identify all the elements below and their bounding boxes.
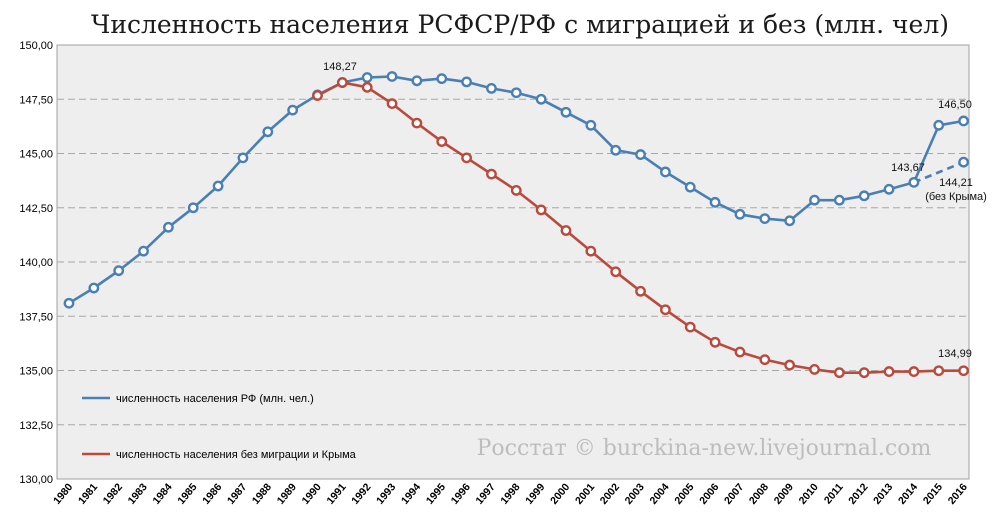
data-point-series-0 bbox=[660, 166, 671, 178]
watermark: Росстат © burckina-new.livejournal.com bbox=[477, 436, 932, 461]
data-point-series-0 bbox=[635, 149, 646, 160]
data-point-series-0 bbox=[610, 144, 622, 156]
chart-title: Численность населения РСФСР/РФ с миграци… bbox=[91, 10, 949, 39]
data-point-series-1 bbox=[361, 81, 373, 93]
data-point-series-0 bbox=[784, 215, 796, 227]
data-point-series-1 bbox=[560, 225, 572, 236]
data-point-series-1 bbox=[684, 321, 696, 333]
y-tick-label: 150,00 bbox=[19, 40, 53, 52]
data-point-series-0 bbox=[63, 297, 75, 309]
data-point-series-0 bbox=[486, 83, 497, 94]
data-point-series-1 bbox=[411, 117, 423, 129]
data-point-series-1 bbox=[709, 336, 721, 348]
data-point-series-1 bbox=[635, 285, 646, 297]
data-point-series-0 bbox=[162, 221, 174, 233]
data-point-series-0 bbox=[436, 73, 448, 85]
data-point-series-1 bbox=[784, 359, 796, 371]
y-tick-label: 132,50 bbox=[19, 420, 53, 432]
y-tick-label: 142,50 bbox=[19, 203, 53, 215]
data-point-series-0 bbox=[858, 190, 870, 202]
data-point-series-0 bbox=[535, 93, 547, 105]
data-point-series-0 bbox=[262, 126, 274, 138]
data-point-series-1 bbox=[759, 354, 771, 366]
data-point-series-1 bbox=[336, 77, 348, 88]
data-point-series-0 bbox=[585, 119, 597, 131]
annotation-2016-without-crimea: 144,21 bbox=[939, 177, 973, 189]
data-point-series-1 bbox=[486, 168, 497, 180]
annotation-2014-population: 143,67 bbox=[891, 162, 925, 174]
data-point-dashed bbox=[958, 156, 969, 168]
data-point-series-1 bbox=[933, 365, 945, 377]
annotation-2016-no-migration: 134,99 bbox=[938, 348, 972, 360]
y-axis-ticks: 130,00 132,50 135,00 137,50 140,00 142,50 145,… bbox=[19, 40, 53, 486]
data-point-series-0 bbox=[212, 180, 224, 192]
data-point-series-0 bbox=[560, 106, 572, 118]
annotation-without-crimea-note: (без Крыма) bbox=[925, 191, 987, 203]
y-tick-label: 140,00 bbox=[19, 257, 53, 269]
legend: численность населения РФ (млн. чел.) чис… bbox=[82, 393, 357, 461]
legend-label-no-migration: численность населения без миграции и Кры… bbox=[116, 449, 357, 461]
data-point-series-1 bbox=[858, 367, 870, 379]
data-point-series-0 bbox=[386, 71, 398, 82]
data-point-series-0 bbox=[411, 75, 423, 87]
data-point-series-1 bbox=[386, 98, 398, 109]
data-point-series-0 bbox=[809, 194, 820, 206]
data-point-series-0 bbox=[138, 245, 149, 257]
data-point-series-0 bbox=[883, 183, 895, 195]
data-point-series-1 bbox=[809, 364, 820, 375]
annotations: 148,27 146,50 143,67 144,21 (без Крыма) … bbox=[323, 61, 987, 360]
series-points bbox=[63, 71, 969, 379]
data-point-series-1 bbox=[660, 304, 671, 316]
y-tick-label: 130,00 bbox=[19, 474, 53, 486]
data-point-series-1 bbox=[833, 367, 845, 379]
data-point-series-0 bbox=[759, 213, 771, 225]
data-point-series-1 bbox=[610, 266, 622, 278]
y-tick-label: 137,50 bbox=[19, 311, 53, 323]
data-point-series-0 bbox=[734, 208, 746, 220]
data-point-series-0 bbox=[833, 194, 845, 206]
y-tick-label: 147,50 bbox=[19, 94, 53, 106]
data-point-series-0 bbox=[237, 152, 249, 164]
data-point-series-1 bbox=[312, 90, 323, 101]
data-point-series-0 bbox=[113, 265, 125, 277]
legend-label-population: численность населения РФ (млн. чел.) bbox=[116, 393, 314, 405]
data-point-series-1 bbox=[436, 136, 448, 147]
data-point-series-1 bbox=[908, 366, 920, 377]
annotation-peak-1991: 148,27 bbox=[323, 61, 357, 73]
annotation-2016-population: 146,50 bbox=[938, 99, 972, 111]
data-point-series-0 bbox=[709, 196, 721, 208]
data-point-series-1 bbox=[535, 204, 547, 216]
y-tick-label: 145,00 bbox=[19, 149, 53, 161]
data-point-series-0 bbox=[510, 87, 522, 99]
data-point-series-0 bbox=[287, 104, 299, 116]
data-point-series-1 bbox=[461, 152, 472, 164]
data-point-series-1 bbox=[883, 366, 895, 377]
series-line-dashed bbox=[913, 160, 965, 184]
data-point-series-0 bbox=[461, 76, 472, 88]
data-point-series-0 bbox=[933, 119, 945, 131]
data-point-series-0 bbox=[88, 282, 100, 294]
data-point-series-1 bbox=[958, 365, 969, 377]
data-point-series-0 bbox=[361, 72, 373, 83]
data-point-series-1 bbox=[510, 184, 522, 196]
y-tick-label: 135,00 bbox=[19, 366, 53, 378]
data-point-series-0 bbox=[908, 176, 920, 188]
data-point-series-1 bbox=[734, 346, 746, 358]
data-point-series-1 bbox=[585, 245, 597, 257]
data-point-series-0 bbox=[684, 181, 696, 193]
data-point-series-0 bbox=[958, 115, 969, 127]
data-point-series-0 bbox=[187, 202, 199, 214]
